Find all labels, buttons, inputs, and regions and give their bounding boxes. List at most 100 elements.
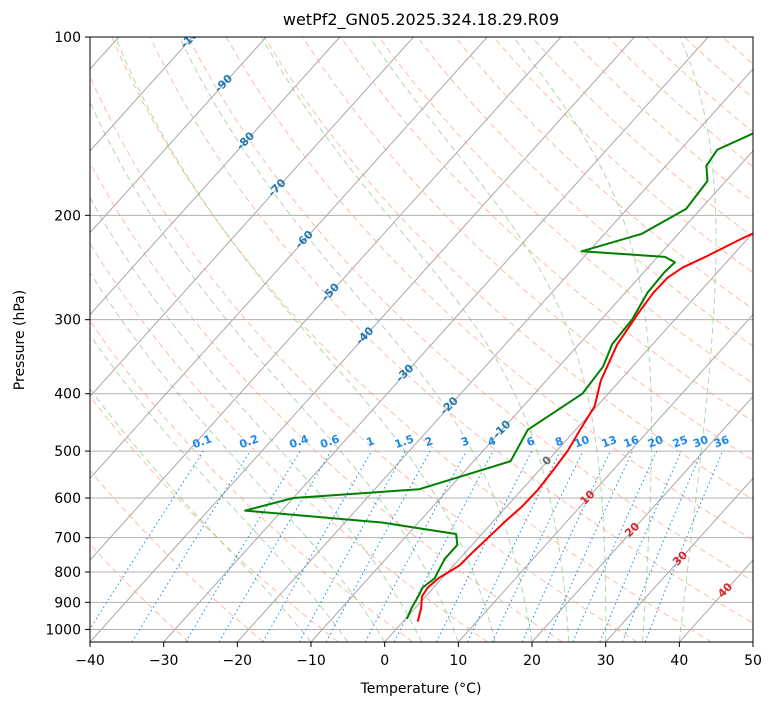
y-tick-label: 200 [54, 208, 81, 224]
y-tick-label: 500 [54, 444, 81, 460]
x-tick-label: 10 [449, 653, 467, 669]
mixing-ratio-line [491, 450, 584, 642]
y-tick-label: 1000 [45, 622, 81, 638]
moist-adiabat-line [512, 37, 653, 642]
moist-adiabat-line [369, 37, 607, 642]
moist-adiabat-line [178, 37, 533, 642]
mixing-ratio-line [644, 450, 724, 642]
x-tick-label: 30 [597, 653, 615, 669]
mixing-ratio-label: 4 [486, 434, 498, 449]
mixing-ratio-label: 30 [691, 433, 710, 451]
temperature-profile-line [416, 232, 753, 622]
dry-adiabat-line [111, 37, 712, 642]
isotherm-line [90, 37, 562, 561]
y-tick-label: 700 [54, 531, 81, 547]
y-tick-label: 100 [54, 30, 81, 46]
dry-adiabat-line [454, 37, 753, 310]
isotherm-line [310, 150, 753, 642]
mixing-ratio-label: 1.5 [393, 432, 416, 451]
chart-title: wetPf2_GN05.2025.324.18.29.R09 [283, 10, 559, 30]
dry-adiabat-line [90, 320, 414, 642]
isotherm-line [384, 231, 753, 642]
mixing-ratio-label: 13 [600, 433, 619, 450]
moist-adiabat-line [90, 388, 312, 642]
x-tick-label: −40 [75, 653, 105, 669]
moist-adiabat-line [90, 334, 349, 642]
dry-adiabat-line [531, 37, 753, 238]
y-tick-label: 800 [54, 565, 81, 581]
isotherm-line [531, 395, 753, 642]
mixing-ratio-line [262, 450, 373, 642]
x-tick-label: −30 [149, 653, 179, 669]
x-tick-label: 20 [523, 653, 541, 669]
mixing-ratio-line [218, 450, 332, 642]
x-tick-label: 50 [744, 653, 762, 669]
isotherm-line [457, 313, 753, 642]
dry-adiabat-line [607, 37, 753, 168]
dewpoint-profile-line [244, 132, 753, 620]
mixing-ratio-line [298, 450, 406, 642]
dry-adiabat-line [493, 37, 753, 274]
dry-adiabat-line [149, 37, 753, 624]
dry-adiabat-line [90, 161, 563, 642]
mixing-ratio-line [521, 450, 611, 642]
y-tick-label: 400 [54, 387, 81, 403]
isotherm-line [163, 37, 709, 642]
moist-adiabat-line [678, 37, 717, 642]
dry-adiabat-line [416, 37, 753, 347]
dry-adiabat-line [90, 469, 264, 642]
mixing-ratio-line [467, 450, 561, 642]
mixing-ratio-label: 36 [712, 433, 731, 451]
x-tick-label: 0 [380, 653, 389, 669]
background-lines [90, 37, 753, 642]
y-tick-label: 600 [54, 491, 81, 507]
isotherm-line [90, 37, 193, 152]
isotherm-line [678, 559, 753, 642]
isotherm-line [90, 37, 488, 480]
mixing-ratio-label: 1 [365, 434, 377, 449]
moist-adiabat-line [114, 37, 496, 642]
mixing-ratio-label: 10 [572, 433, 591, 451]
dry-adiabat-line [264, 37, 753, 501]
plot-frame [89, 36, 754, 643]
isotherm-line [605, 477, 753, 642]
mixing-ratio-label: 0.6 [318, 432, 341, 451]
mixing-ratio-label: 8 [553, 434, 565, 449]
isotherm-line [752, 641, 753, 642]
dry-adiabat-line [645, 37, 753, 133]
mixing-ratio-label: 20 [646, 433, 665, 451]
mixing-ratio-line [90, 450, 204, 630]
mixing-ratio-label: 3 [459, 434, 471, 449]
x-tick-label: −20 [223, 653, 253, 669]
isotherm-line [236, 68, 753, 642]
dry-adiabat-line [683, 37, 753, 99]
mixing-ratio-line [599, 450, 682, 642]
isotherm-line [90, 37, 635, 642]
dry-adiabat-line [90, 543, 190, 642]
moist-adiabat-line [90, 271, 386, 642]
mixing-ratio-label: 6 [525, 434, 537, 449]
mixing-ratio-line [131, 450, 251, 642]
mixing-ratio-line [325, 450, 431, 642]
isotherm-line [90, 37, 341, 316]
moist-adiabat-line [261, 37, 570, 642]
mixing-ratio-line [185, 450, 301, 642]
x-axis-label: Temperature (°C) [360, 681, 482, 697]
y-tick-label: 900 [54, 595, 81, 611]
series-lines [244, 132, 753, 622]
isotherm-line [90, 37, 414, 398]
dry-adiabat-line [225, 37, 753, 541]
isotherm-line [90, 37, 267, 234]
mixing-ratio-label: 0.4 [288, 432, 311, 451]
x-axis-ticks: −40 −30 −20 −10 0 10 20 30 40 50 [75, 642, 762, 669]
y-tick-label: 300 [54, 313, 81, 329]
mixing-ratio-line [364, 450, 467, 642]
dry-adiabat-line [378, 37, 753, 385]
dry-adiabat-line [90, 395, 339, 642]
moist-adiabat-line [90, 100, 459, 642]
mixing-ratio-line [572, 450, 658, 642]
mixing-ratio-label: 25 [671, 433, 690, 450]
mixing-ratio-label: 2 [423, 434, 435, 449]
mixing-ratio-label: 0.2 [238, 432, 261, 451]
